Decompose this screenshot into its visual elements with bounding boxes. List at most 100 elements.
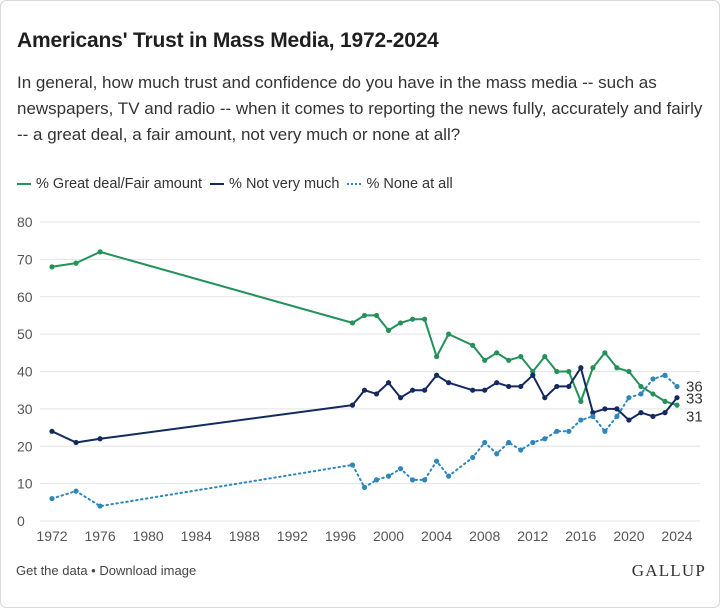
data-point-great-deal-2017 [590,365,596,371]
legend-label-great-deal: % Great deal/Fair amount [36,176,203,192]
data-point-not-very-much-2021 [638,410,644,416]
y-tick-label-80: 80 [17,214,33,230]
data-point-none-at-all-2022 [650,376,656,382]
data-point-none-at-all-2011 [518,447,524,453]
x-tick-label-1984: 1984 [181,528,212,544]
data-point-great-deal-2003 [421,316,428,322]
data-point-not-very-much-1974 [73,439,79,446]
data-point-great-deal-2023 [662,398,668,404]
data-point-great-deal-2024 [674,402,680,408]
y-tick-label-20: 20 [17,438,33,454]
data-point-none-at-all-1974 [73,488,79,494]
data-point-none-at-all-2009 [494,451,500,457]
data-point-none-at-all-2018 [602,428,608,434]
data-point-great-deal-2011 [518,353,524,360]
data-point-great-deal-2022 [650,391,656,397]
end-label-great-deal: 31 [686,408,703,425]
y-tick-label-60: 60 [17,289,33,305]
data-point-not-very-much-2002 [409,387,416,393]
data-point-great-deal-2001 [397,320,404,326]
data-point-none-at-all-1999 [373,477,380,483]
legend-swatch-none-at-all [347,183,362,185]
data-point-not-very-much-2024 [674,395,680,401]
data-point-not-very-much-2013 [542,395,548,401]
series-line-great-deal [51,250,678,407]
data-point-none-at-all-2001 [397,466,404,472]
data-point-great-deal-2012 [530,368,536,375]
data-point-not-very-much-2022 [650,413,656,419]
x-tick-label-1972: 1972 [36,528,67,544]
data-point-not-very-much-2014 [554,383,560,390]
legend-label-none-at-all: % None at all [366,176,453,192]
data-point-not-very-much-2000 [385,380,392,386]
data-point-great-deal-1976 [97,249,103,255]
data-point-great-deal-2002 [409,316,416,322]
data-point-none-at-all-2012 [530,439,536,446]
data-point-none-at-all-2016 [578,417,584,423]
gallup-logo: GALLUP [631,561,706,580]
data-point-not-very-much-2017 [590,410,596,416]
y-tick-label-70: 70 [17,251,33,267]
x-tick-label-2008: 2008 [469,528,500,544]
data-point-not-very-much-1976 [97,436,103,442]
data-point-great-deal-2004 [434,353,440,360]
data-point-great-deal-2021 [638,383,644,390]
x-tick-label-2020: 2020 [613,528,644,544]
data-point-none-at-all-2014 [554,428,560,434]
data-point-not-very-much-1997 [349,402,356,408]
data-point-great-deal-1999 [373,312,380,319]
x-tick-label-2004: 2004 [421,528,452,544]
download-image-link[interactable]: Download image [99,563,197,578]
data-point-great-deal-2018 [602,350,608,356]
data-point-none-at-all-1997 [349,462,356,468]
data-point-not-very-much-2012 [530,372,536,378]
x-tick-label-2024: 2024 [661,528,692,544]
data-point-great-deal-2000 [385,327,392,333]
data-point-not-very-much-2004 [434,372,440,378]
series-line-not-very-much [51,366,678,444]
legend-item-not-very-much: % Not very much [210,176,339,192]
data-point-great-deal-2014 [554,368,560,375]
footer-separator: • [87,563,100,578]
end-label-not-very-much: 33 [686,391,703,408]
data-point-none-at-all-2015 [566,428,572,434]
data-point-not-very-much-2020 [626,417,632,423]
data-point-none-at-all-1976 [97,503,103,509]
data-point-great-deal-2009 [494,350,500,356]
x-tick-label-2012: 2012 [517,528,548,544]
data-point-great-deal-2005 [446,331,452,337]
data-point-none-at-all-2019 [614,413,620,419]
line-chart: 0 10 20 30 40 50 60 70 80 1972 1976 1980 1984 1988 199… [17,214,703,544]
data-point-none-at-all-2003 [421,477,428,483]
data-point-not-very-much-2011 [518,383,524,390]
data-point-not-very-much-2015 [566,383,572,390]
y-tick-label-30: 30 [17,401,33,417]
data-point-none-at-all-2007 [470,454,476,461]
x-tick-label-1996: 1996 [325,528,356,544]
chart-subtitle: In general, how much trust and confidenc… [17,73,703,144]
legend-item-none-at-all: % None at all [347,176,453,192]
data-point-none-at-all-2020 [626,395,632,401]
data-point-none-at-all-1998 [361,484,368,490]
get-data-link[interactable]: Get the data [16,563,88,578]
data-point-none-at-all-2005 [446,473,452,479]
data-point-none-at-all-2010 [506,439,512,446]
data-point-great-deal-1974 [73,260,79,266]
data-point-great-deal-1997 [349,320,356,326]
legend-label-not-very-much: % Not very much [229,176,340,192]
data-point-not-very-much-1999 [373,391,380,397]
legend-swatch-not-very-much [210,183,225,185]
data-point-great-deal-2015 [566,368,572,375]
data-point-none-at-all-1972 [49,495,55,502]
x-tick-label-1992: 1992 [277,528,308,544]
data-point-great-deal-2013 [542,353,548,360]
data-point-great-deal-2008 [482,357,488,363]
data-point-not-very-much-1998 [361,387,368,393]
x-tick-label-2016: 2016 [565,528,596,544]
footer-links: Get the data • Download image [16,563,196,578]
data-point-none-at-all-2023 [662,372,668,378]
legend-item-great-deal: % Great deal/Fair amount [17,176,202,192]
data-point-not-very-much-2010 [506,383,512,390]
data-point-great-deal-2016 [578,398,584,404]
data-point-great-deal-2020 [626,368,632,375]
